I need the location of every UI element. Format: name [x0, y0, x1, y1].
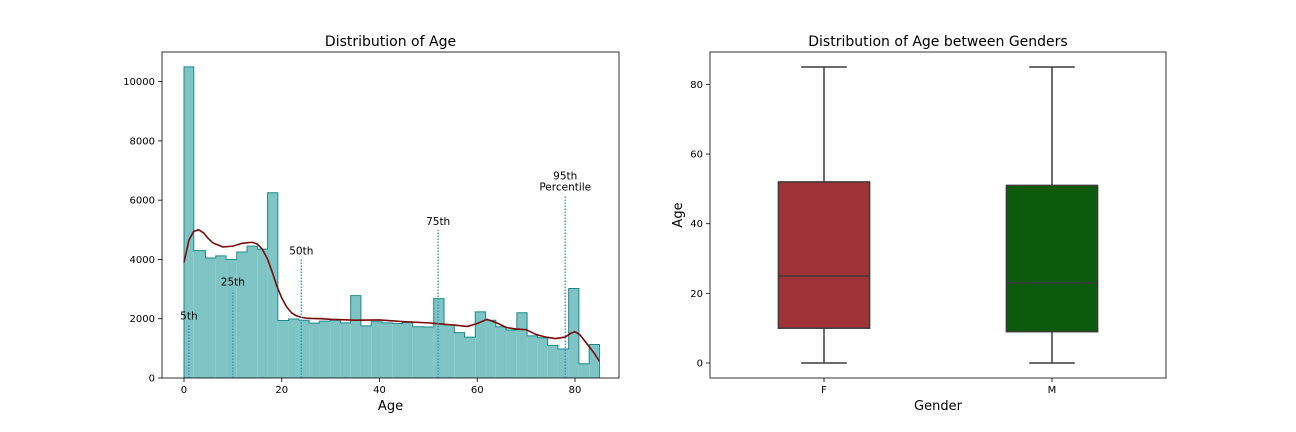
histogram-bar: [537, 337, 548, 378]
histogram-bar: [288, 319, 299, 378]
percentile-label: 75th: [426, 216, 450, 228]
histogram-title: Distribution of Age: [325, 34, 456, 50]
histogram-y-ticks: 0 2000 4000 6000 8000 10000: [123, 77, 162, 385]
histogram-bar: [464, 337, 476, 378]
histogram-bar: [402, 322, 413, 378]
box-F: [777, 181, 871, 329]
histogram-bar: [485, 320, 496, 378]
boxplot-axes-frame: [709, 51, 1167, 379]
x-tick-label: 60: [471, 385, 484, 396]
histogram-bar: [205, 257, 216, 378]
percentile-label-line: 75th: [426, 216, 450, 228]
histogram-bar: [371, 321, 382, 378]
histogram-bar: [547, 345, 558, 378]
y-tick-label: 0: [697, 359, 703, 370]
boxplot-y-ticks: 0 20 40 60 80: [690, 80, 710, 370]
x-tick-label: 0: [181, 385, 187, 396]
histogram-bar: [226, 259, 237, 378]
kde-curve: [183, 229, 601, 362]
histogram-x-ticks: 0 20 40 60 80: [181, 378, 582, 396]
x-tick-label: F: [821, 385, 827, 396]
y-tick-label: 20: [690, 289, 703, 300]
x-tick-label: 20: [275, 385, 288, 396]
histogram-bar: [392, 323, 403, 378]
y-tick-label: 60: [690, 150, 703, 161]
boxplot-x-label: Gender: [914, 399, 963, 414]
histogram-bar: [319, 321, 331, 378]
y-tick-label: 10000: [123, 77, 155, 88]
histogram-bar: [215, 255, 227, 378]
percentile-label: 25th: [221, 277, 245, 289]
x-tick-label: M: [1048, 385, 1057, 396]
histogram-bar: [516, 312, 528, 378]
histogram-outline: [183, 66, 600, 378]
histogram-bar: [495, 326, 507, 378]
histogram-bar: [568, 288, 579, 378]
histogram-bar: [475, 311, 486, 378]
percentile-label: 95th Percentile: [539, 171, 591, 194]
percentile-markers: 5th 25th 50th 75th 95th Percentile: [180, 171, 591, 378]
histogram-bar: [589, 344, 600, 378]
y-tick-label: 2000: [130, 314, 155, 325]
histogram-bar: [412, 326, 424, 378]
histogram-bar: [350, 295, 361, 378]
percentile-label-line: 50th: [289, 245, 313, 257]
percentile-label-line: 95th: [553, 171, 577, 183]
histogram-bar: [578, 363, 590, 378]
histogram-bar: [183, 66, 194, 379]
y-tick-label: 4000: [130, 255, 155, 266]
percentile-label: 50th: [289, 245, 313, 257]
y-tick-label: 80: [690, 80, 703, 91]
kde-curve-group: [183, 229, 601, 362]
histogram-bar: [423, 327, 434, 378]
histogram-bar: [527, 335, 538, 378]
x-tick-label: 80: [569, 385, 582, 396]
histogram-bar: [506, 329, 517, 378]
histogram-bar: [444, 324, 455, 378]
box-M: [1005, 184, 1099, 333]
histogram-bar: [309, 323, 320, 378]
histogram-bar: [236, 252, 248, 378]
y-tick-label: 6000: [130, 196, 155, 207]
percentile-label: 5th: [180, 311, 197, 323]
histogram-bar: [360, 325, 372, 378]
histogram-bar: [433, 298, 445, 378]
histogram-panel: Distribution of Age 5th 25th 50th 75th 95th P…: [123, 34, 620, 414]
y-tick-label: 8000: [130, 136, 155, 147]
histogram-bar: [557, 348, 569, 378]
y-tick-label: 40: [690, 219, 703, 230]
histogram-bar: [454, 332, 465, 378]
histogram-bars: [183, 66, 600, 379]
histogram-bar: [267, 192, 278, 378]
histogram-bar: [381, 322, 393, 378]
percentile-label-line: 5th: [180, 311, 197, 323]
boxplot-y-label: Age: [671, 202, 686, 227]
percentile-label-line: 25th: [221, 277, 245, 289]
y-tick-label: 0: [149, 374, 155, 385]
histogram-bar: [298, 320, 310, 378]
histogram-bar: [277, 320, 289, 378]
histogram-bar: [340, 322, 351, 378]
boxplot-title: Distribution of Age between Genders: [808, 34, 1067, 50]
histogram-bar: [257, 249, 268, 378]
boxplot-boxes: [777, 66, 1099, 364]
histogram-x-label: Age: [378, 399, 403, 414]
percentile-label-line: Percentile: [539, 182, 591, 194]
histogram-bar: [247, 246, 258, 378]
histogram-bar: [330, 320, 341, 378]
histogram-axes-frame: [161, 51, 620, 379]
histogram-bar: [193, 250, 206, 378]
x-tick-label: 40: [373, 385, 386, 396]
